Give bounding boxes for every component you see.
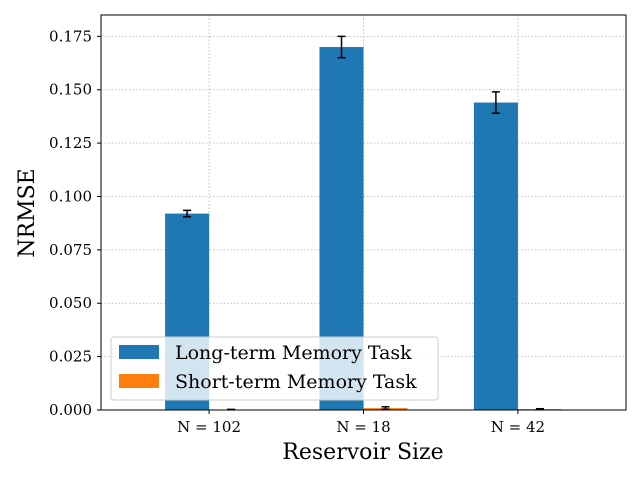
y-tick-label: 0.175 bbox=[49, 27, 92, 45]
x-tick-label: N = 102 bbox=[177, 418, 241, 436]
y-tick-label: 0.025 bbox=[49, 348, 92, 366]
y-tick-label: 0.075 bbox=[49, 241, 92, 259]
x-tick-label: N = 42 bbox=[491, 418, 545, 436]
legend: Long-term Memory Task Short-term Memory … bbox=[110, 336, 439, 401]
x-axis-ticks: N = 102 N = 18 N = 42 bbox=[177, 410, 545, 436]
legend-swatch-short-term bbox=[119, 374, 159, 388]
legend-swatch-long-term bbox=[119, 345, 159, 359]
y-axis-title: NRMSE bbox=[15, 168, 40, 257]
bar-long-term bbox=[473, 102, 518, 411]
legend-box bbox=[110, 336, 439, 401]
y-tick-label: 0.150 bbox=[49, 81, 92, 99]
y-tick-label: 0.050 bbox=[49, 294, 92, 312]
y-axis-ticks: 0.000 0.025 0.050 0.075 0.100 0.125 0.150 0.175 bbox=[49, 27, 101, 419]
y-tick-label: 0.000 bbox=[49, 401, 92, 419]
y-tick-label: 0.125 bbox=[49, 134, 92, 152]
x-tick-label: N = 18 bbox=[336, 418, 390, 436]
x-axis-title: Reservoir Size bbox=[282, 440, 443, 465]
legend-label-long-term: Long-term Memory Task bbox=[175, 342, 412, 364]
y-tick-label: 0.100 bbox=[49, 187, 92, 205]
legend-label-short-term: Short-term Memory Task bbox=[175, 371, 417, 393]
